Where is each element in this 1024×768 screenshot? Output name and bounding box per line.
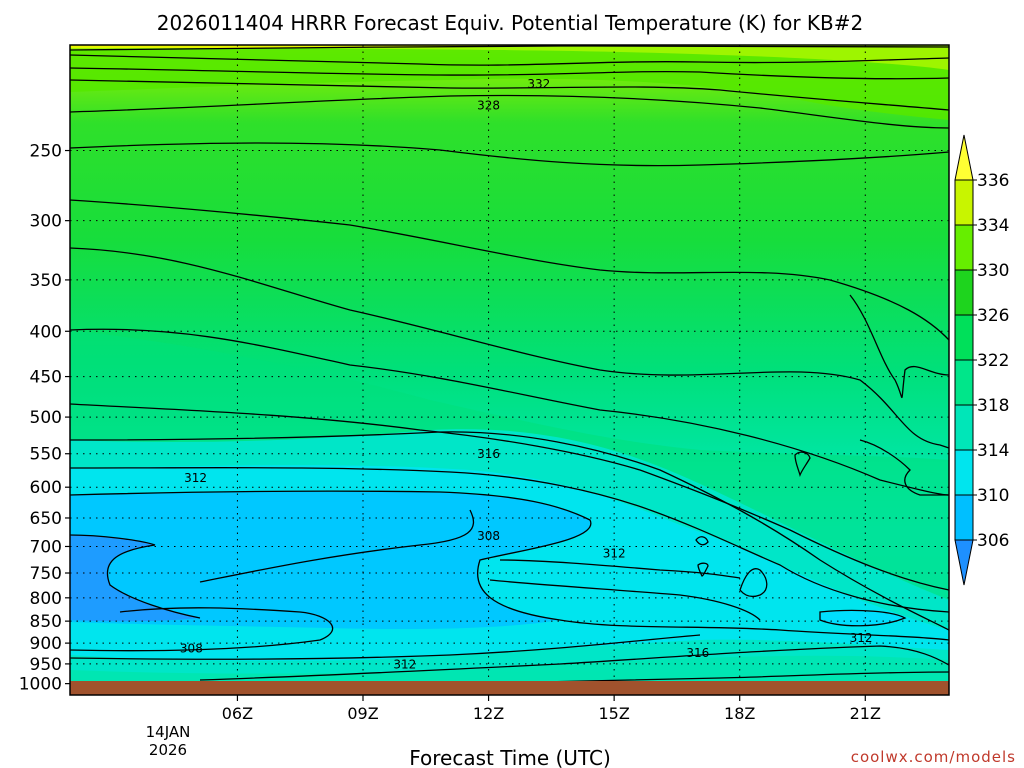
colorbar-label: 322 (977, 351, 1009, 371)
x-tick-label: 06Z (222, 704, 253, 723)
ground-fill (70, 681, 949, 695)
colorbar-band (954, 494, 974, 541)
y-tick-label: 1000 (19, 675, 62, 695)
colorbar-label: 336 (977, 171, 1009, 191)
colorbar-label: 306 (977, 531, 1009, 551)
contour-label: 312 (393, 657, 416, 671)
y-tick-label: 650 (30, 509, 62, 529)
band-330-334 (70, 45, 949, 120)
credit-text: coolwx.com/models (851, 748, 1016, 766)
colorbar-band (954, 314, 974, 361)
band-334-336 (70, 45, 949, 70)
colorbar-top-arrow (954, 134, 974, 181)
y-tick-label: 250 (30, 142, 62, 162)
colorbar-bottom-arrow (954, 539, 974, 586)
colorbar-band (954, 269, 974, 316)
y-tick-label: 950 (30, 655, 62, 675)
plot-border (69, 44, 950, 696)
contour-label: 312 (850, 631, 873, 645)
y-tick-label: 550 (30, 445, 62, 465)
y-axis: 2503003504004505005506006507007508008509… (19, 142, 70, 695)
colorbar-label: 334 (977, 216, 1009, 236)
x-date-label-2: 2026 (149, 741, 187, 759)
colorbar-label: 318 (977, 396, 1009, 416)
contour-label: 316 (686, 646, 709, 660)
contour-label: 312 (184, 471, 207, 485)
contour-label: 308 (477, 529, 500, 543)
y-tick-label: 900 (30, 634, 62, 654)
y-tick-label: 700 (30, 537, 62, 557)
contour-label: 316 (477, 447, 500, 461)
contour-lines (69, 45, 950, 687)
x-tick-label: 12Z (473, 704, 504, 723)
contour-label: 328 (477, 98, 500, 112)
chart-title: 2026011404 HRRR Forecast Equiv. Potentia… (157, 11, 864, 35)
y-tick-label: 400 (30, 322, 62, 342)
y-tick-label: 450 (30, 368, 62, 388)
x-tick-label: 09Z (347, 704, 378, 723)
colorbar-label: 314 (977, 441, 1009, 461)
colorbar-label: 330 (977, 261, 1009, 281)
y-tick-label: 750 (30, 564, 62, 584)
y-tick-label: 850 (30, 612, 62, 632)
y-tick-label: 300 (30, 212, 62, 232)
y-tick-label: 800 (30, 589, 62, 609)
band-below-306 (70, 535, 200, 622)
colorbar-label: 310 (977, 486, 1009, 506)
colorbar-band (954, 179, 974, 226)
y-tick-label: 500 (30, 408, 62, 428)
grid-lines (70, 45, 949, 695)
x-tick-label: 21Z (850, 704, 881, 723)
contour-label: 308 (180, 642, 203, 656)
contour-labels: 332 328 316 312 308 312 308 312 316 312 (180, 77, 873, 671)
colorbar: 336 334 330 326 322 318 314 310 306 (954, 134, 1009, 586)
band-306-310-right (820, 610, 905, 626)
x-date-label-1: 14JAN (146, 723, 191, 741)
y-tick-label: 600 (30, 478, 62, 498)
x-tick-label: 15Z (598, 704, 629, 723)
contour-label: 332 (527, 77, 550, 91)
x-axis: 06Z 09Z 12Z 15Z 18Z 21Z (222, 695, 881, 723)
y-tick-label: 350 (30, 271, 62, 291)
x-axis-label: Forecast Time (UTC) (409, 746, 611, 768)
band-306-310 (70, 491, 591, 630)
colorbar-band (954, 224, 974, 271)
contour-label: 312 (603, 547, 626, 561)
colorbar-band (954, 449, 974, 496)
colorbar-band (954, 404, 974, 451)
colorbar-band (954, 359, 974, 406)
x-tick-label: 18Z (724, 704, 755, 723)
colorbar-label: 326 (977, 306, 1009, 326)
plot-area: 332 328 316 312 308 312 308 312 316 312 (69, 44, 950, 696)
